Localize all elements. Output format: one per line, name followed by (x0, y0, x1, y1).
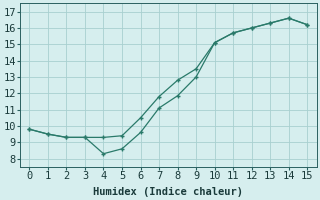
X-axis label: Humidex (Indice chaleur): Humidex (Indice chaleur) (93, 186, 243, 197)
